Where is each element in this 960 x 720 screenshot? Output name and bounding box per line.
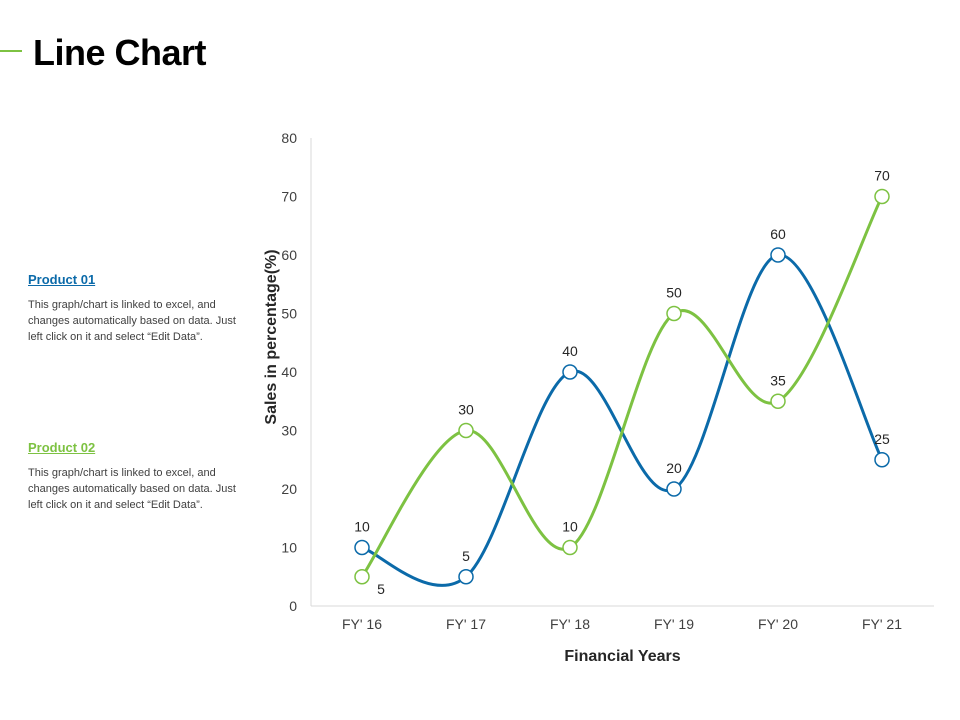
y-tick-label: 10 bbox=[281, 540, 297, 556]
y-tick-label: 30 bbox=[281, 423, 297, 439]
x-tick-label: FY' 20 bbox=[758, 616, 798, 632]
data-point-product-01 bbox=[770, 247, 786, 263]
data-point-product-02 bbox=[562, 539, 578, 556]
data-point-product-02 bbox=[458, 422, 474, 439]
page-title: Line Chart bbox=[33, 32, 207, 73]
data-label-product-01: 10 bbox=[354, 519, 370, 535]
data-label-product-02: 30 bbox=[458, 402, 474, 418]
data-label-product-02: 70 bbox=[874, 168, 890, 184]
data-label-product-01: 60 bbox=[770, 226, 786, 242]
x-tick-label: FY' 21 bbox=[862, 616, 902, 632]
y-tick-label: 40 bbox=[281, 364, 297, 380]
title-accent-line bbox=[0, 50, 22, 52]
data-point-product-02 bbox=[354, 569, 370, 585]
legend-description-product-01: This graph/chart is linked to excel, and… bbox=[28, 299, 236, 343]
y-tick-label: 20 bbox=[281, 481, 297, 497]
y-tick-label: 50 bbox=[281, 306, 297, 322]
x-tick-label: FY' 17 bbox=[446, 616, 486, 632]
legend-product-02: Product 02 This graph/chart is linked to… bbox=[28, 440, 238, 513]
data-label-product-02: 50 bbox=[666, 285, 682, 301]
y-tick-label: 60 bbox=[281, 247, 297, 263]
data-point-product-02 bbox=[666, 305, 682, 322]
data-point-product-01 bbox=[354, 539, 370, 556]
data-label-product-02: 35 bbox=[770, 372, 786, 388]
data-point-product-01 bbox=[458, 569, 474, 585]
data-label-product-01: 20 bbox=[666, 460, 682, 476]
data-label-product-01: 40 bbox=[562, 343, 578, 359]
data-label-product-02: 5 bbox=[377, 581, 385, 597]
y-axis-title: Sales in percentage(%) bbox=[263, 249, 280, 424]
x-tick-label: FY' 19 bbox=[654, 616, 694, 632]
legend-product-01: Product 01 This graph/chart is linked to… bbox=[28, 272, 238, 345]
legend-title-product-01: Product 01 bbox=[28, 272, 96, 287]
x-axis-title: Financial Years bbox=[564, 648, 680, 665]
data-label-product-01: 5 bbox=[462, 548, 470, 564]
legend-title-product-02: Product 02 bbox=[28, 440, 96, 455]
data-point-product-01 bbox=[562, 364, 578, 380]
data-label-product-02: 10 bbox=[562, 519, 578, 535]
data-label-product-01: 25 bbox=[874, 431, 890, 447]
data-point-product-01 bbox=[874, 452, 890, 468]
x-tick-label: FY' 16 bbox=[342, 616, 382, 632]
data-point-product-01 bbox=[666, 481, 682, 497]
y-tick-label: 70 bbox=[281, 189, 297, 205]
data-point-product-02 bbox=[874, 188, 890, 205]
y-tick-label: 80 bbox=[281, 130, 297, 146]
legend-description-product-02: This graph/chart is linked to excel, and… bbox=[28, 467, 236, 511]
series-line-product-01 bbox=[360, 253, 884, 587]
x-tick-label: FY' 18 bbox=[550, 616, 590, 632]
data-point-product-02 bbox=[770, 393, 786, 409]
series-line-product-02 bbox=[360, 195, 884, 579]
y-tick-label: 0 bbox=[289, 598, 297, 614]
